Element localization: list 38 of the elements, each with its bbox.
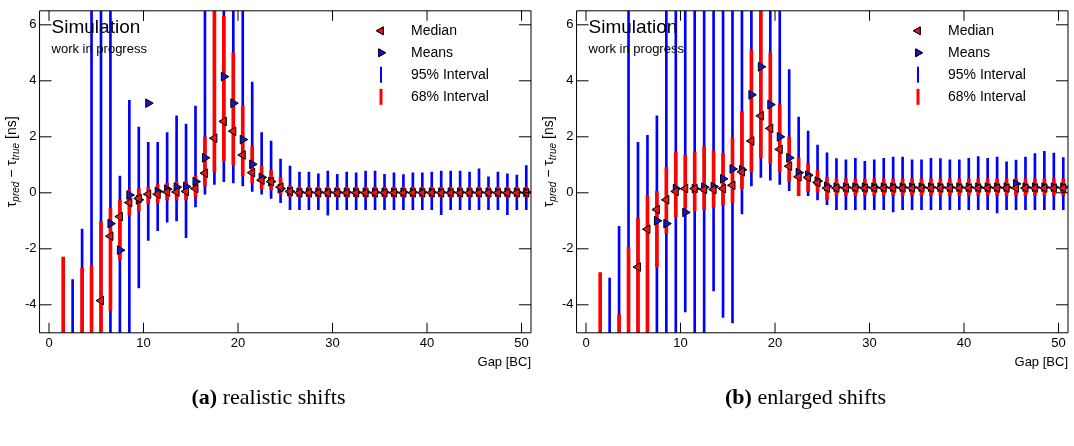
y-axis-title: τpred − τtrue [ns] — [539, 116, 558, 208]
legend-label: Means — [411, 43, 454, 60]
x-tick-label: 30 — [325, 335, 340, 351]
legend-label: 68% Interval — [411, 87, 489, 104]
x-tick-label: 20 — [767, 335, 783, 351]
y-tick-label: 6 — [566, 16, 574, 32]
legend-label: 68% Interval — [948, 87, 1026, 104]
legend-label: 95% Interval — [948, 65, 1026, 82]
x-tick-label: 0 — [582, 335, 590, 351]
y-tick-label: -2 — [25, 240, 37, 256]
y-tick-label: -2 — [562, 240, 574, 256]
y-tick-label: 0 — [566, 184, 574, 200]
y-tick-label: 2 — [566, 128, 574, 144]
y-tick-label: 0 — [29, 184, 37, 200]
text: (a) realistic shifts — [190, 384, 347, 410]
legend-label: Median — [411, 21, 457, 38]
x-tick-label: 20 — [230, 335, 246, 351]
x-tick-label: 10 — [136, 335, 151, 351]
y-tick-label: -4 — [25, 296, 37, 312]
x-tick-label: 40 — [956, 335, 972, 351]
y-tick-label: 4 — [29, 72, 37, 88]
x-axis-title: Gap [BC] — [477, 353, 531, 369]
x-tick-label: 50 — [514, 335, 529, 351]
x-tick-label: 40 — [419, 335, 435, 351]
legend-label: 95% Interval — [411, 65, 489, 82]
y-tick-label: -4 — [562, 296, 574, 312]
text: (b) enlarged shifts — [724, 384, 887, 410]
legend-label: Median — [948, 21, 994, 38]
x-tick-label: 50 — [1051, 335, 1066, 351]
y-tick-label: 6 — [29, 16, 37, 32]
y-tick-label: 4 — [566, 72, 574, 88]
x-tick-label: 0 — [45, 335, 53, 351]
x-axis-title: Gap [BC] — [1014, 353, 1068, 369]
x-tick-label: 30 — [862, 335, 877, 351]
y-tick-label: 2 — [29, 128, 37, 144]
y-axis-title: τpred − τtrue [ns] — [2, 116, 21, 208]
x-tick-label: 10 — [673, 335, 688, 351]
legend-label: Means — [948, 43, 991, 60]
